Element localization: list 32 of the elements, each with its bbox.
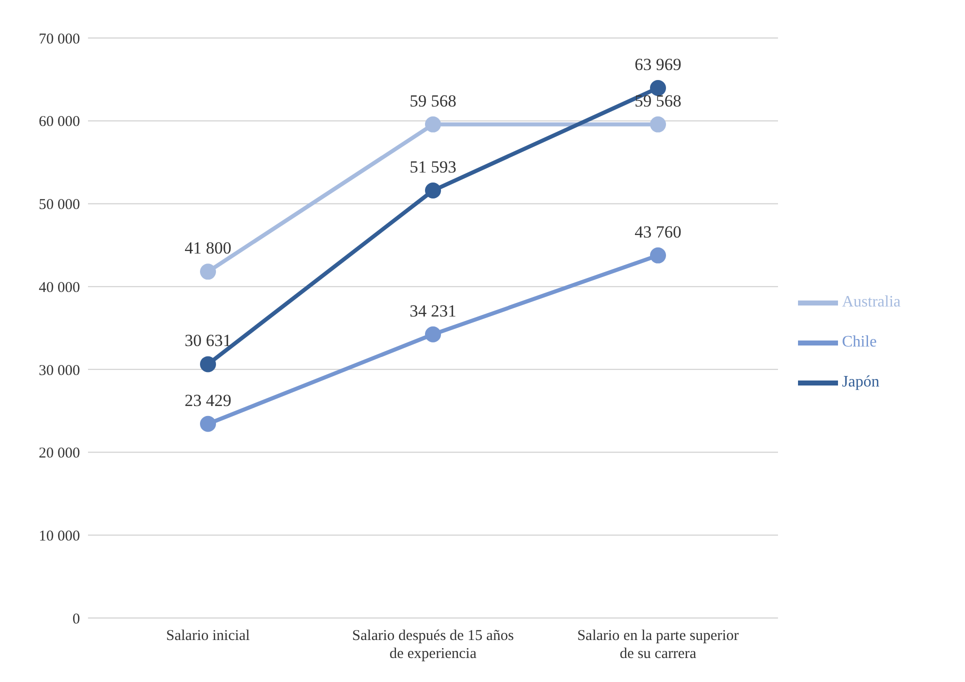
legend-label: Australia [842, 294, 901, 311]
y-tick-label: 30 000 [38, 362, 80, 379]
y-tick-label: 50 000 [38, 197, 80, 214]
y-tick-label: 40 000 [38, 280, 80, 296]
point [650, 247, 666, 264]
point [200, 416, 216, 432]
y-tick-label: 60 000 [38, 114, 80, 130]
y-tick-label: 70 000 [38, 31, 80, 48]
data-label: 51 593 [410, 158, 456, 177]
point [650, 116, 666, 132]
x-tick-label: Salario inicial [166, 628, 250, 644]
point [650, 80, 666, 96]
data-label: 43 760 [634, 222, 682, 242]
y-tick-label: 20 000 [38, 446, 80, 462]
point [200, 264, 216, 280]
data-label: 23 429 [184, 390, 232, 410]
data-label: 34 231 [410, 301, 456, 320]
point [200, 356, 216, 372]
y-tick-label: 0 [72, 611, 80, 628]
legend-label: Japón [842, 374, 880, 391]
point [425, 326, 441, 342]
data-label: 41 800 [184, 238, 232, 258]
y-tick-label: 10 000 [38, 528, 80, 544]
x-tick-label: Salario después de 15 años de experiencia [352, 628, 514, 662]
point [425, 182, 441, 199]
point [425, 116, 441, 132]
data-label: 30 631 [184, 331, 232, 350]
data-label: 59 568 [410, 91, 456, 110]
x-tick-label: Salario en la parte superior de su carrera [577, 628, 739, 662]
data-label: 59 568 [634, 91, 682, 110]
legend-label: Chile [842, 334, 877, 351]
data-label: 63 969 [634, 54, 682, 74]
